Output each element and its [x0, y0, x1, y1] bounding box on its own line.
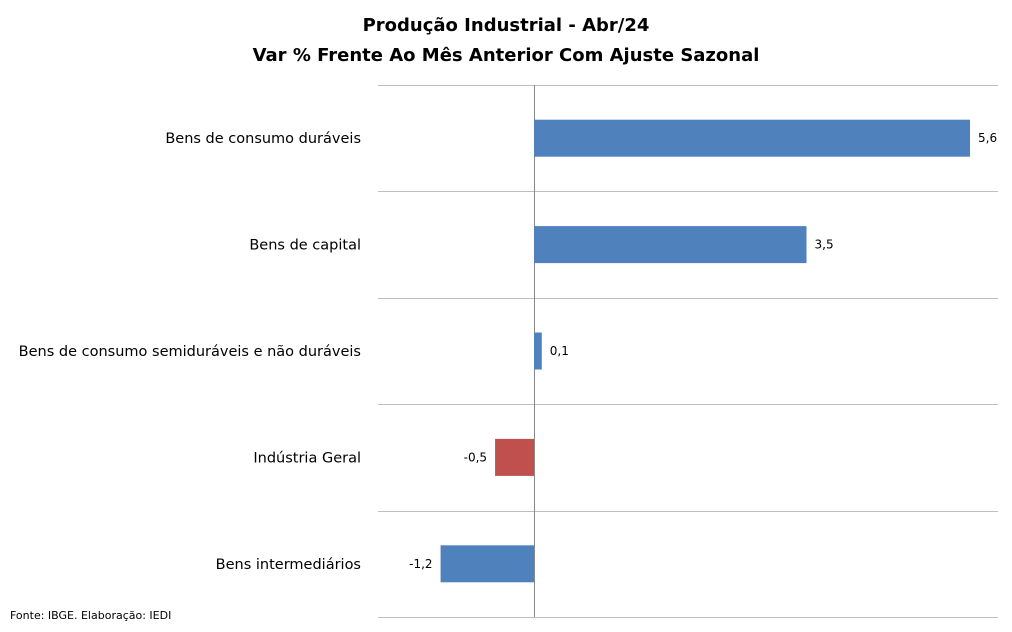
category-label: Bens de consumo semiduráveis e não duráv… [19, 344, 361, 360]
category-label: Bens de consumo duráveis [165, 131, 361, 147]
data-label: 0,1 [550, 344, 569, 358]
plot-area: Bens de consumo duráveis 5,6 Bens de capit… [19, 85, 998, 618]
bar [495, 438, 534, 476]
data-label: 5,6 [978, 131, 997, 145]
source-note: Fonte: IBGE. Elaboração: IEDI [10, 609, 171, 622]
category-label: Bens de capital [249, 238, 361, 254]
category-label: Bens intermediários [216, 557, 361, 573]
data-label: 3,5 [815, 238, 834, 252]
bar [534, 226, 807, 264]
chart-subtitle: Var % Frente Ao Mês Anterior Com Ajuste … [253, 45, 760, 66]
data-label: -1,2 [409, 557, 432, 571]
bar [440, 545, 534, 583]
category-label: Indústria Geral [253, 450, 361, 466]
chart-title: Produção Industrial - Abr/24 [363, 15, 650, 36]
data-label: -0,5 [464, 450, 487, 464]
bar [534, 332, 542, 370]
bar [534, 119, 970, 157]
